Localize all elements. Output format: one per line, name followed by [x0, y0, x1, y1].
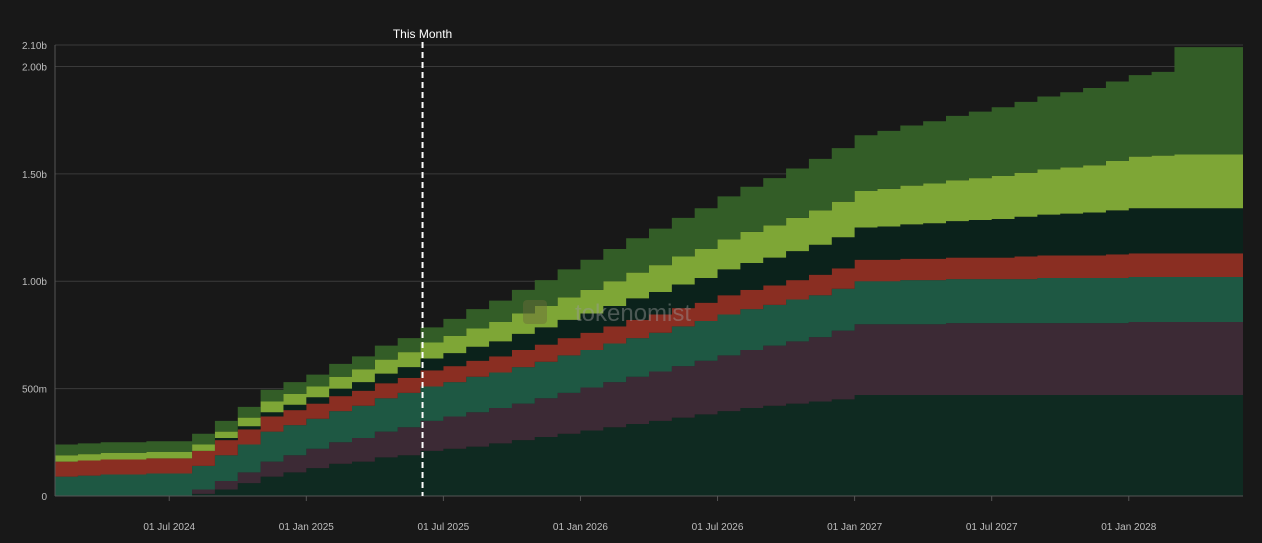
y-tick-label-2: 1.00b	[22, 277, 47, 288]
watermark-text: tokenomist	[575, 300, 691, 327]
watermark: tokenomist	[523, 300, 691, 327]
x-tick-label-2: 01 Jul 2025	[418, 522, 470, 533]
series-areas	[55, 47, 1243, 496]
series-area-0	[55, 395, 1243, 496]
y-tick-label-4: 2.00b	[22, 62, 47, 73]
series-area-1	[55, 322, 1243, 496]
x-tick-label-5: 01 Jan 2027	[827, 522, 882, 533]
series-area-2	[55, 276, 1243, 496]
this-month-label: This Month	[393, 27, 452, 41]
series-area-4	[55, 208, 1243, 462]
y-tick-label-3: 1.50b	[22, 170, 47, 181]
x-tick-label-7: 01 Jan 2028	[1101, 522, 1156, 533]
y-tick-label-0: 0	[41, 492, 47, 503]
series-area-5	[55, 154, 1243, 462]
series-area-6	[55, 47, 1243, 456]
y-tick-label-5: 2.10b	[22, 41, 47, 52]
series-area-3	[55, 253, 1243, 477]
x-tick-label-4: 01 Jul 2026	[692, 522, 744, 533]
x-tick-label-3: 01 Jan 2026	[553, 522, 608, 533]
x-tick-label-6: 01 Jul 2027	[966, 522, 1018, 533]
x-tick-label-0: 01 Jul 2024	[143, 522, 195, 533]
this-month-marker: This Month	[393, 27, 452, 496]
axes: 0 500m 1.00b 1.50b 2.00b 2.10b 01 Jul 2024 01 J…	[22, 41, 1243, 533]
y-tick-label-1: 500m	[22, 385, 47, 396]
watermark-logo-icon	[523, 300, 547, 324]
x-tick-label-1: 01 Jan 2025	[279, 522, 334, 533]
